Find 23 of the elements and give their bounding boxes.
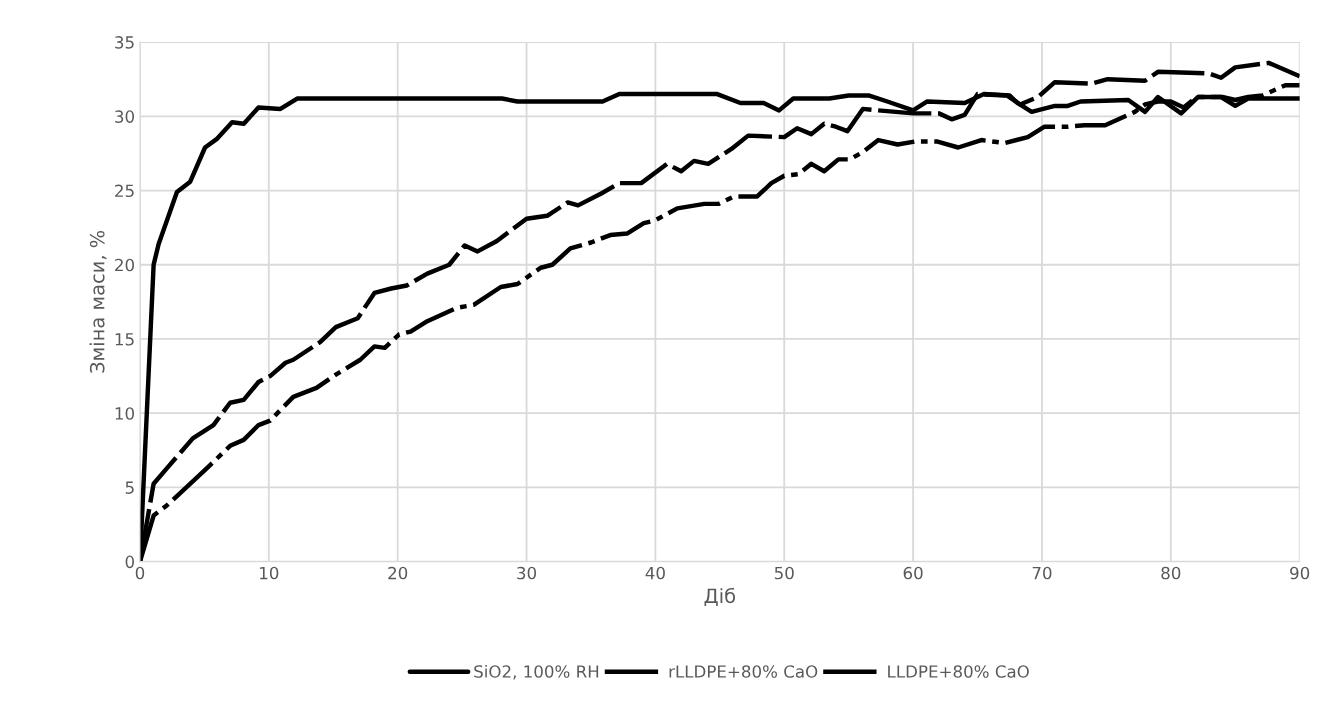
y-tick-label: 25 (115, 184, 134, 198)
y-tick-label: 10 (115, 407, 134, 420)
y-tick-label: 15 (115, 333, 134, 346)
y-tick-label: 20 (115, 258, 134, 272)
x-tick-label: 20 (388, 566, 408, 580)
y-tick-label: 30 (115, 110, 134, 123)
x-tick-label: 80 (1161, 566, 1181, 580)
x-tick-label: 60 (903, 566, 923, 580)
legend-label: rLLDPE+80% CaO (669, 665, 818, 678)
y-tick-label: 0 (125, 555, 134, 569)
y-tick-label: 35 (115, 36, 134, 49)
x-tick-label: 40 (645, 566, 665, 580)
x-tick-label: 90 (1290, 566, 1310, 580)
x-tick-label: 70 (1032, 566, 1052, 580)
legend-label: LLDPE+80% CaO (888, 665, 1029, 678)
x-tick-label: 30 (517, 566, 537, 580)
legend-label: SiO2, 100% RH (474, 664, 599, 680)
x-tick-label: 50 (774, 566, 794, 580)
y-tick-label: 5 (125, 481, 134, 494)
x-tick-label: 0 (135, 566, 145, 580)
y-axis-title: Зміна маси, % (89, 230, 107, 373)
x-axis-title: Діб (704, 587, 736, 606)
x-tick-label: 10 (260, 566, 279, 580)
